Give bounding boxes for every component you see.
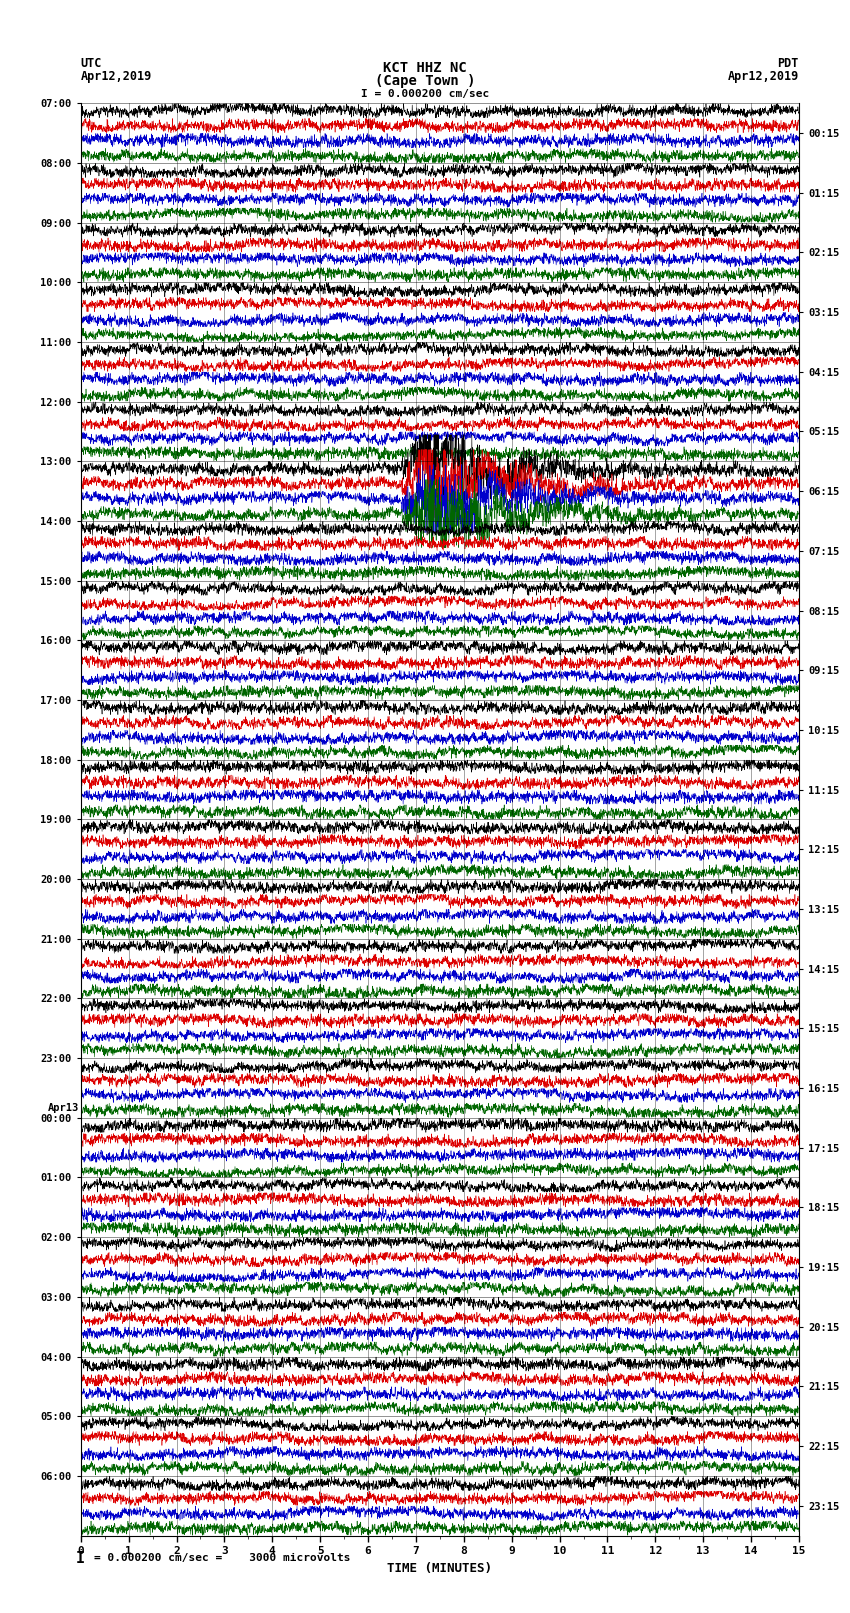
Text: I = 0.000200 cm/sec: I = 0.000200 cm/sec xyxy=(361,89,489,100)
X-axis label: TIME (MINUTES): TIME (MINUTES) xyxy=(388,1561,492,1574)
Text: = 0.000200 cm/sec =    3000 microvolts: = 0.000200 cm/sec = 3000 microvolts xyxy=(94,1553,350,1563)
Text: KCT HHZ NC: KCT HHZ NC xyxy=(383,61,467,76)
Text: UTC: UTC xyxy=(81,56,102,71)
Text: PDT: PDT xyxy=(778,56,799,71)
Text: Apr12,2019: Apr12,2019 xyxy=(728,69,799,84)
Text: (Cape Town ): (Cape Town ) xyxy=(375,74,475,87)
Text: I: I xyxy=(76,1550,85,1566)
Text: Apr13: Apr13 xyxy=(48,1103,79,1113)
Text: Apr12,2019: Apr12,2019 xyxy=(81,69,152,84)
